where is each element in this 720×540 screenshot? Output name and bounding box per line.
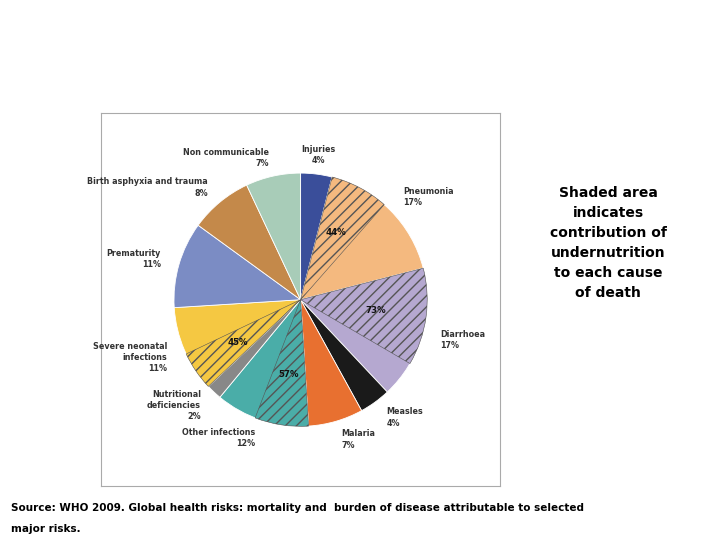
Text: Diarrhoea
17%: Diarrhoea 17% xyxy=(441,330,485,350)
Text: 44%: 44% xyxy=(325,228,346,237)
Wedge shape xyxy=(301,177,423,300)
Text: 73%: 73% xyxy=(366,306,386,315)
Text: Pneumonia
17%: Pneumonia 17% xyxy=(404,187,454,207)
Wedge shape xyxy=(198,185,301,300)
Text: Shaded area
indicates
contribution of
undernutrition
to each cause
of death: Shaded area indicates contribution of un… xyxy=(550,186,667,300)
Text: 57%: 57% xyxy=(279,370,300,379)
Wedge shape xyxy=(174,300,301,387)
Wedge shape xyxy=(174,225,301,308)
Text: Measles
4%: Measles 4% xyxy=(386,408,423,428)
Text: Contribution of undernutrition to: Contribution of undernutrition to xyxy=(11,27,402,47)
Text: Malaria
7%: Malaria 7% xyxy=(341,429,375,450)
Wedge shape xyxy=(208,300,301,397)
Text: Prematurity
11%: Prematurity 11% xyxy=(107,249,161,269)
Text: Birth asphyxia and trauma
8%: Birth asphyxia and trauma 8% xyxy=(87,178,208,198)
Text: Non communicable
7%: Non communicable 7% xyxy=(183,147,269,167)
Wedge shape xyxy=(301,268,427,363)
Wedge shape xyxy=(301,268,427,392)
Wedge shape xyxy=(301,177,384,300)
Wedge shape xyxy=(301,300,387,410)
Wedge shape xyxy=(300,173,332,300)
Text: Injuries
4%: Injuries 4% xyxy=(302,145,336,165)
Wedge shape xyxy=(255,300,309,426)
Text: Other infections
12%: Other infections 12% xyxy=(182,428,256,448)
Text: Source: WHO 2009. Global health risks: mortality and  burden of disease attribut: Source: WHO 2009. Global health risks: m… xyxy=(11,503,584,514)
Text: child mortality: child mortality xyxy=(11,66,183,86)
Wedge shape xyxy=(220,300,309,426)
Wedge shape xyxy=(301,300,361,426)
Text: major risks.: major risks. xyxy=(11,524,81,534)
Wedge shape xyxy=(247,173,301,300)
Text: Severe neonatal
infections
11%: Severe neonatal infections 11% xyxy=(93,342,167,373)
Text: 45%: 45% xyxy=(228,338,248,347)
Text: Nutritional
deficiencies
2%: Nutritional deficiencies 2% xyxy=(147,390,201,421)
Wedge shape xyxy=(186,300,301,387)
